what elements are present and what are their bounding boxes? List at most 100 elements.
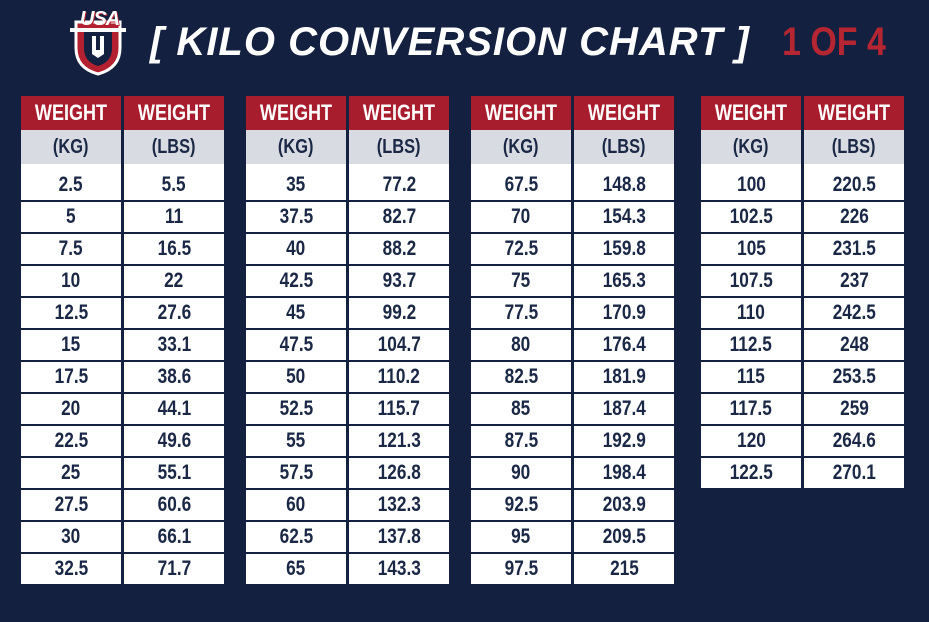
table-row: 70 154.3 bbox=[471, 202, 674, 234]
lbs-value: 55.1 bbox=[124, 458, 224, 490]
kg-value: 55 bbox=[246, 426, 350, 458]
lbs-value: 154.3 bbox=[574, 202, 674, 234]
header-row: WEIGHT WEIGHT bbox=[701, 96, 904, 130]
spacer-cell bbox=[349, 164, 449, 170]
lbs-value: 82.7 bbox=[349, 202, 449, 234]
table-row: 62.5 137.8 bbox=[246, 522, 449, 554]
kg-value: 72.5 bbox=[471, 234, 575, 266]
lbs-value: 5.5 bbox=[124, 170, 224, 202]
lbs-value: 110.2 bbox=[349, 362, 449, 394]
unit-label-lbs: (LBS) bbox=[349, 130, 449, 164]
table-row: 45 99.2 bbox=[246, 298, 449, 330]
lbs-value: 159.8 bbox=[574, 234, 674, 266]
kg-value: 112.5 bbox=[701, 330, 805, 362]
table-row: 82.5 181.9 bbox=[471, 362, 674, 394]
kg-value: 80 bbox=[471, 330, 575, 362]
table-row: 47.5 104.7 bbox=[246, 330, 449, 362]
table-row: 52.5 115.7 bbox=[246, 394, 449, 426]
kg-value: 110 bbox=[701, 298, 805, 330]
column-header-weight-kg: WEIGHT bbox=[471, 96, 575, 130]
unit-label-kg: (KG) bbox=[21, 130, 125, 164]
table-row: 17.5 38.6 bbox=[21, 362, 224, 394]
table-spacer bbox=[21, 164, 224, 170]
kg-value: 75 bbox=[471, 266, 575, 298]
lbs-value: 49.6 bbox=[124, 426, 224, 458]
table-row: 115 253.5 bbox=[701, 362, 904, 394]
lbs-value: 253.5 bbox=[804, 362, 904, 394]
table-row: 102.5 226 bbox=[701, 202, 904, 234]
table-row: 110 242.5 bbox=[701, 298, 904, 330]
kg-value: 47.5 bbox=[246, 330, 350, 362]
lbs-value: 270.1 bbox=[804, 458, 904, 490]
table-row: 25 55.1 bbox=[21, 458, 224, 490]
table-row: 87.5 192.9 bbox=[471, 426, 674, 458]
spacer-cell bbox=[701, 164, 805, 170]
spacer-cell bbox=[21, 164, 125, 170]
page-title: [ KILO CONVERSION CHART ] bbox=[150, 20, 750, 64]
unit-label-kg: (KG) bbox=[471, 130, 575, 164]
kg-value: 25 bbox=[21, 458, 125, 490]
header-row: WEIGHT WEIGHT bbox=[471, 96, 674, 130]
lbs-value: 121.3 bbox=[349, 426, 449, 458]
table-row: 15 33.1 bbox=[21, 330, 224, 362]
unit-row: (KG) (LBS) bbox=[471, 130, 674, 164]
lbs-value: 181.9 bbox=[574, 362, 674, 394]
kg-value: 32.5 bbox=[21, 554, 125, 586]
table-row: 122.5 270.1 bbox=[701, 458, 904, 490]
kg-value: 20 bbox=[21, 394, 125, 426]
lbs-value: 44.1 bbox=[124, 394, 224, 426]
kg-value: 37.5 bbox=[246, 202, 350, 234]
lbs-value: 132.3 bbox=[349, 490, 449, 522]
kg-value: 45 bbox=[246, 298, 350, 330]
column-header-weight-kg: WEIGHT bbox=[701, 96, 805, 130]
kg-value: 10 bbox=[21, 266, 125, 298]
table-row: 57.5 126.8 bbox=[246, 458, 449, 490]
conversion-table-2: WEIGHT WEIGHT (KG) (LBS) 35 77.2 37.5 82.7 40 88.… bbox=[246, 96, 449, 586]
table-row: 112.5 248 bbox=[701, 330, 904, 362]
table-row: 90 198.4 bbox=[471, 458, 674, 490]
lbs-value: 176.4 bbox=[574, 330, 674, 362]
spacer-cell bbox=[804, 164, 904, 170]
lbs-value: 143.3 bbox=[349, 554, 449, 586]
table-row: 60 132.3 bbox=[246, 490, 449, 522]
kg-value: 107.5 bbox=[701, 266, 805, 298]
lbs-value: 192.9 bbox=[574, 426, 674, 458]
kg-value: 17.5 bbox=[21, 362, 125, 394]
header: USA [ KILO CONVERSION CHART ] 1 OF 4 bbox=[0, 0, 929, 90]
spacer-cell bbox=[574, 164, 674, 170]
conversion-table-3: WEIGHT WEIGHT (KG) (LBS) 67.5 148.8 70 154.3 72.… bbox=[471, 96, 674, 586]
kg-value: 35 bbox=[246, 170, 350, 202]
table-spacer bbox=[246, 164, 449, 170]
kg-value: 97.5 bbox=[471, 554, 575, 586]
unit-row: (KG) (LBS) bbox=[701, 130, 904, 164]
lbs-value: 226 bbox=[804, 202, 904, 234]
table-row: 105 231.5 bbox=[701, 234, 904, 266]
table-row: 32.5 71.7 bbox=[21, 554, 224, 586]
logo-text: USA bbox=[80, 8, 120, 30]
unit-label-kg: (KG) bbox=[701, 130, 805, 164]
spacer-cell bbox=[246, 164, 350, 170]
unit-label-lbs: (LBS) bbox=[574, 130, 674, 164]
lbs-value: 259 bbox=[804, 394, 904, 426]
table-row: 100 220.5 bbox=[701, 170, 904, 202]
lbs-value: 137.8 bbox=[349, 522, 449, 554]
column-header-weight-kg: WEIGHT bbox=[246, 96, 350, 130]
table-row: 95 209.5 bbox=[471, 522, 674, 554]
kg-value: 95 bbox=[471, 522, 575, 554]
kg-value: 40 bbox=[246, 234, 350, 266]
kg-value: 42.5 bbox=[246, 266, 350, 298]
table-row: 5 11 bbox=[21, 202, 224, 234]
kg-value: 85 bbox=[471, 394, 575, 426]
table-spacer bbox=[701, 164, 904, 170]
lbs-value: 16.5 bbox=[124, 234, 224, 266]
kg-value: 122.5 bbox=[701, 458, 805, 490]
lbs-value: 66.1 bbox=[124, 522, 224, 554]
lbs-value: 187.4 bbox=[574, 394, 674, 426]
lbs-value: 115.7 bbox=[349, 394, 449, 426]
column-header-weight-lbs: WEIGHT bbox=[349, 96, 449, 130]
table-row: 50 110.2 bbox=[246, 362, 449, 394]
table-row: 22.5 49.6 bbox=[21, 426, 224, 458]
table-row: 20 44.1 bbox=[21, 394, 224, 426]
lbs-value: 148.8 bbox=[574, 170, 674, 202]
header-row: WEIGHT WEIGHT bbox=[246, 96, 449, 130]
